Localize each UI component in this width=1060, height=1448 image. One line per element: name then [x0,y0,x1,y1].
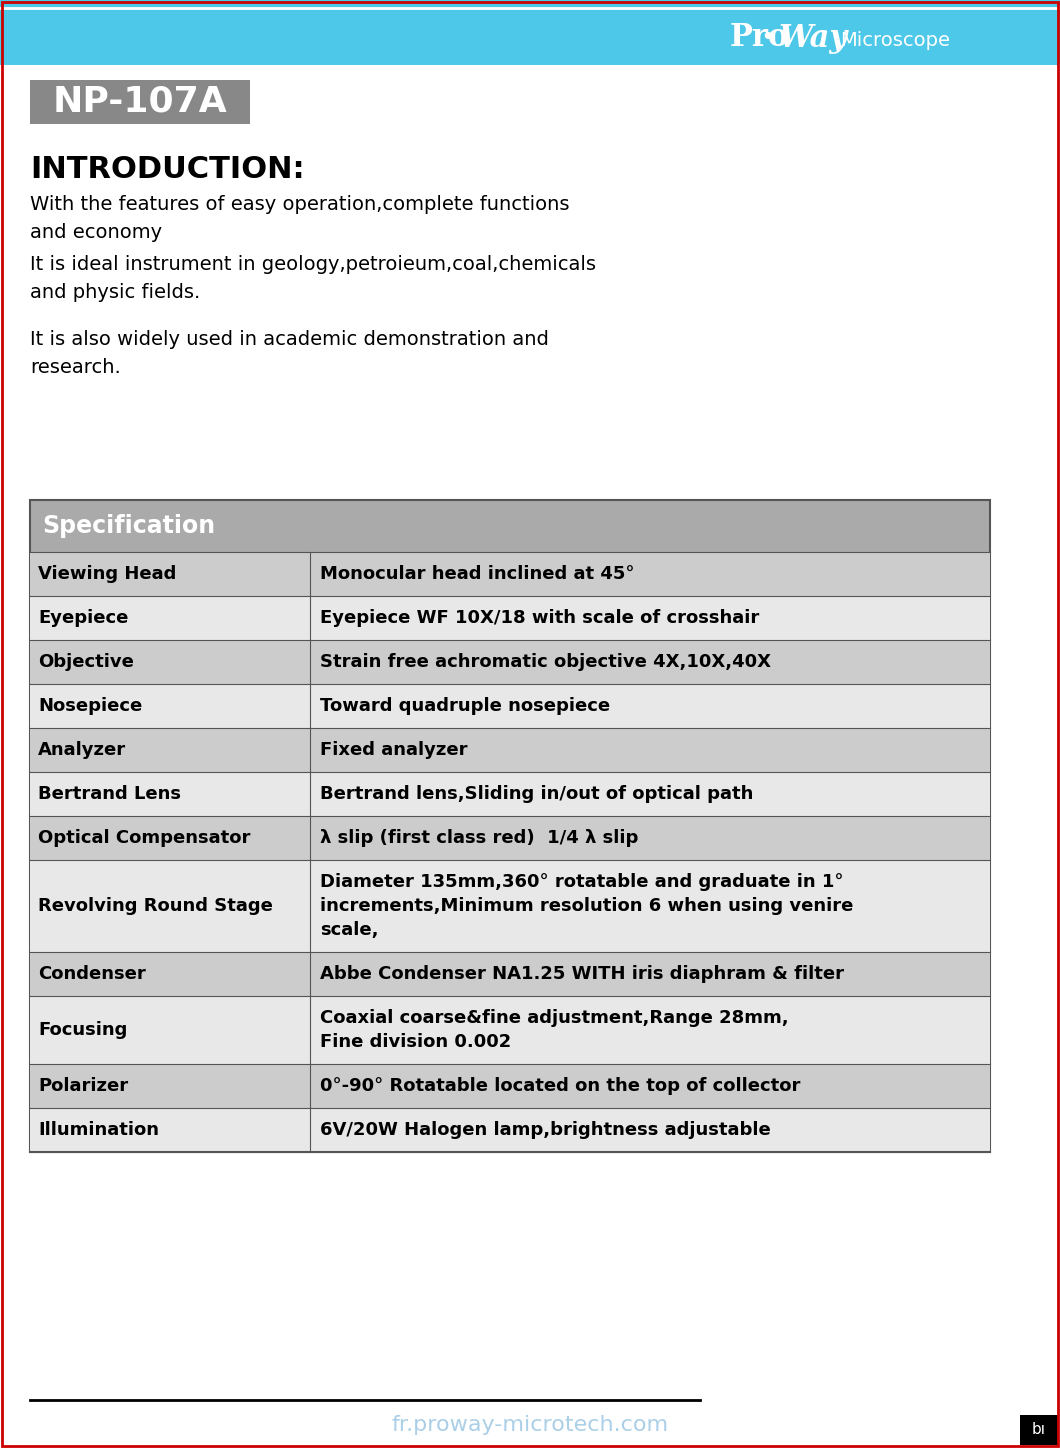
Text: Pro: Pro [730,23,790,54]
Bar [30,500,990,552]
Text: λ slip (first class red)  1/4 λ slip: λ slip (first class red) 1/4 λ slip [320,830,638,847]
Bar [30,1108,990,1153]
Text: Focusing: Focusing [38,1021,127,1040]
Text: Objective: Objective [38,653,134,670]
Text: Polarizer: Polarizer [38,1077,128,1095]
Text: It is ideal instrument in geology,petroieum,coal,chemicals
and physic fields.: It is ideal instrument in geology,petroi… [30,255,596,303]
Text: Strain free achromatic objective 4X,10X,40X: Strain free achromatic objective 4X,10X,… [320,653,771,670]
Text: •: • [760,26,775,51]
Text: INTRODUCTION:: INTRODUCTION: [30,155,304,184]
Bar [30,80,250,125]
Bar [30,728,990,772]
Bar [30,860,990,951]
Text: Fixed analyzer: Fixed analyzer [320,741,467,759]
Text: Optical Compensator: Optical Compensator [38,830,250,847]
Bar [30,951,990,996]
Text: Toward quadruple nosepiece: Toward quadruple nosepiece [320,696,611,715]
Text: Eyepiece: Eyepiece [38,610,128,627]
Text: Revolving Round Stage: Revolving Round Stage [38,896,272,915]
Bar [1020,1415,1058,1445]
Bar [30,1064,990,1108]
Text: Illumination: Illumination [38,1121,159,1140]
Text: 0°-90° Rotatable located on the top of collector: 0°-90° Rotatable located on the top of c… [320,1077,800,1095]
Text: NP-107A: NP-107A [53,85,228,119]
Bar [30,996,990,1064]
Text: Diameter 135mm,360° rotatable and graduate in 1°
increments,Minimum resolution 6: Diameter 135mm,360° rotatable and gradua… [320,873,853,938]
Text: Monocular head inclined at 45°: Monocular head inclined at 45° [320,565,635,584]
Text: 6V/20W Halogen lamp,brightness adjustable: 6V/20W Halogen lamp,brightness adjustabl… [320,1121,771,1140]
Text: Nosepiece: Nosepiece [38,696,142,715]
Text: Condenser: Condenser [38,964,146,983]
Bar [30,500,990,1153]
Text: Bertrand Lens: Bertrand Lens [38,785,181,804]
Text: Microscope: Microscope [840,30,950,49]
Text: Analyzer: Analyzer [38,741,126,759]
Bar [30,817,990,860]
Text: It is also widely used in academic demonstration and
research.: It is also widely used in academic demon… [30,330,549,376]
Text: Eyepiece WF 10X/18 with scale of crosshair: Eyepiece WF 10X/18 with scale of crossha… [320,610,759,627]
Bar [30,597,990,640]
Text: bı: bı [1032,1422,1046,1438]
Text: Bertrand lens,Sliding in/out of optical path: Bertrand lens,Sliding in/out of optical … [320,785,754,804]
Text: Coaxial coarse&fine adjustment,Range 28mm,
Fine division 0.002: Coaxial coarse&fine adjustment,Range 28m… [320,1009,789,1051]
Text: fr.proway-microtech.com: fr.proway-microtech.com [391,1415,669,1435]
Text: Way: Way [778,23,847,54]
Bar [30,683,990,728]
Bar [30,772,990,817]
Bar [30,552,990,597]
Bar [30,640,990,683]
Text: With the features of easy operation,complete functions
and economy: With the features of easy operation,comp… [30,195,569,242]
Text: Specification: Specification [42,514,215,539]
Text: Abbe Condenser NA1.25 WITH iris diaphram & filter: Abbe Condenser NA1.25 WITH iris diaphram… [320,964,844,983]
Bar [0,0,1060,65]
Text: Viewing Head: Viewing Head [38,565,176,584]
